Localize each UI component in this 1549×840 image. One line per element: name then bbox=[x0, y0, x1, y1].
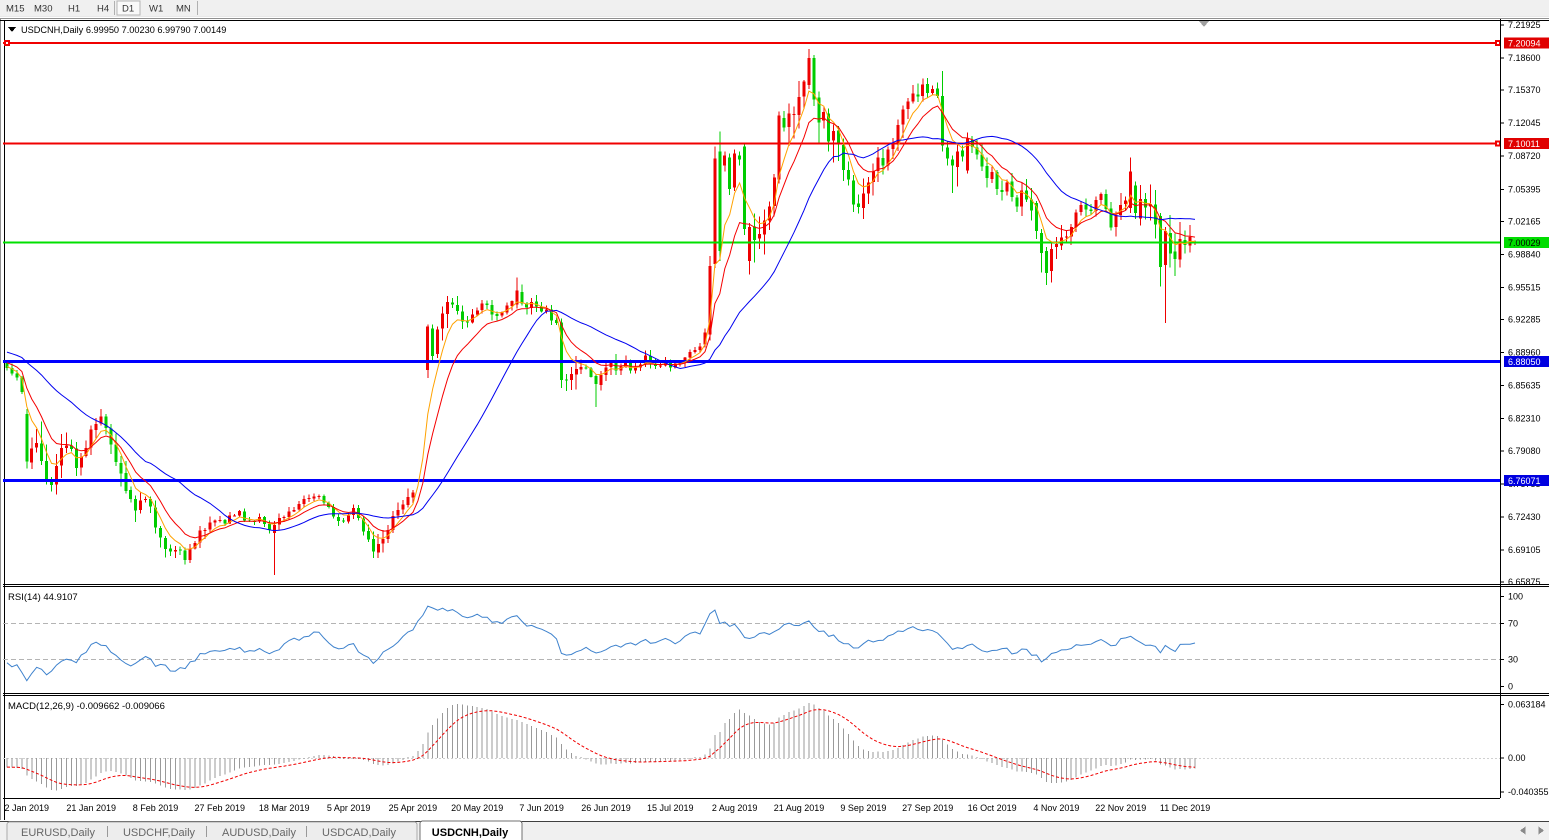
svg-text:0: 0 bbox=[1508, 682, 1513, 692]
svg-text:RSI(14) 44.9107: RSI(14) 44.9107 bbox=[8, 592, 78, 603]
svg-text:21 Jan 2019: 21 Jan 2019 bbox=[66, 803, 116, 813]
svg-text:USDCNH,Daily 6.99950 7.00230: USDCNH,Daily 6.99950 7.00230 6.99790 7.0… bbox=[21, 25, 226, 35]
svg-text:EURUSD,Daily: EURUSD,Daily bbox=[21, 827, 95, 839]
svg-text:M15: M15 bbox=[6, 4, 24, 15]
svg-text:2 Jan 2019: 2 Jan 2019 bbox=[5, 803, 50, 813]
svg-text:18 Mar 2019: 18 Mar 2019 bbox=[259, 803, 310, 813]
svg-text:22 Nov 2019: 22 Nov 2019 bbox=[1095, 803, 1146, 813]
svg-text:27 Sep 2019: 27 Sep 2019 bbox=[902, 803, 953, 813]
svg-text:6.65875: 6.65875 bbox=[1508, 577, 1541, 587]
svg-text:6.76071: 6.76071 bbox=[1508, 476, 1541, 486]
svg-text:70: 70 bbox=[1508, 619, 1518, 629]
svg-text:6.88960: 6.88960 bbox=[1508, 348, 1541, 358]
svg-text:5 Apr 2019: 5 Apr 2019 bbox=[327, 803, 371, 813]
svg-text:6.95515: 6.95515 bbox=[1508, 283, 1541, 293]
svg-text:M30: M30 bbox=[34, 4, 52, 15]
svg-text:6.92285: 6.92285 bbox=[1508, 315, 1541, 325]
svg-text:7.12045: 7.12045 bbox=[1508, 118, 1541, 128]
svg-text:7.02165: 7.02165 bbox=[1508, 216, 1541, 226]
svg-text:7.00029: 7.00029 bbox=[1508, 238, 1541, 248]
svg-text:6.85635: 6.85635 bbox=[1508, 381, 1541, 391]
svg-text:7.10011: 7.10011 bbox=[1508, 139, 1540, 149]
svg-text:0.00: 0.00 bbox=[1508, 753, 1526, 763]
svg-text:0.063184: 0.063184 bbox=[1508, 700, 1546, 710]
svg-text:-0.040355: -0.040355 bbox=[1508, 787, 1549, 797]
svg-text:11 Dec 2019: 11 Dec 2019 bbox=[1160, 803, 1210, 813]
svg-text:7 Jun 2019: 7 Jun 2019 bbox=[519, 803, 564, 813]
svg-text:30: 30 bbox=[1508, 655, 1518, 665]
svg-text:7.05395: 7.05395 bbox=[1508, 184, 1541, 194]
svg-text:21 Aug 2019: 21 Aug 2019 bbox=[774, 803, 825, 813]
svg-text:D1: D1 bbox=[122, 4, 134, 15]
svg-text:15 Jul 2019: 15 Jul 2019 bbox=[647, 803, 694, 813]
svg-text:MN: MN bbox=[176, 4, 191, 15]
svg-text:6.72430: 6.72430 bbox=[1508, 512, 1541, 522]
svg-text:MACD(12,26,9) -0.009662 -0.009: MACD(12,26,9) -0.009662 -0.009066 bbox=[8, 701, 165, 712]
svg-text:9 Sep 2019: 9 Sep 2019 bbox=[840, 803, 886, 813]
svg-text:W1: W1 bbox=[149, 4, 163, 15]
svg-text:6.79080: 6.79080 bbox=[1508, 446, 1541, 456]
svg-text:AUDUSD,Daily: AUDUSD,Daily bbox=[222, 827, 296, 839]
svg-text:100: 100 bbox=[1508, 592, 1523, 602]
svg-text:16 Oct 2019: 16 Oct 2019 bbox=[968, 803, 1017, 813]
svg-text:2 Aug 2019: 2 Aug 2019 bbox=[712, 803, 758, 813]
svg-text:USDCNH,Daily: USDCNH,Daily bbox=[432, 827, 509, 839]
svg-text:7.18600: 7.18600 bbox=[1508, 53, 1541, 63]
svg-text:USDCAD,Daily: USDCAD,Daily bbox=[322, 827, 396, 839]
svg-text:25 Apr 2019: 25 Apr 2019 bbox=[389, 803, 438, 813]
svg-text:H4: H4 bbox=[97, 4, 109, 15]
svg-text:26 Jun 2019: 26 Jun 2019 bbox=[581, 803, 631, 813]
svg-text:6.69105: 6.69105 bbox=[1508, 545, 1541, 555]
svg-text:7.21925: 7.21925 bbox=[1508, 20, 1541, 30]
svg-text:USDCHF,Daily: USDCHF,Daily bbox=[123, 827, 196, 839]
svg-text:6.88050: 6.88050 bbox=[1508, 357, 1541, 367]
svg-text:20 May 2019: 20 May 2019 bbox=[451, 803, 503, 813]
svg-text:H1: H1 bbox=[68, 4, 80, 15]
svg-text:7.08720: 7.08720 bbox=[1508, 151, 1541, 161]
svg-text:4 Nov 2019: 4 Nov 2019 bbox=[1033, 803, 1079, 813]
svg-text:27 Feb 2019: 27 Feb 2019 bbox=[195, 803, 246, 813]
svg-text:6.82310: 6.82310 bbox=[1508, 414, 1541, 424]
svg-text:7.15370: 7.15370 bbox=[1508, 85, 1541, 95]
svg-text:7.20094: 7.20094 bbox=[1508, 39, 1541, 49]
svg-text:8 Feb 2019: 8 Feb 2019 bbox=[133, 803, 179, 813]
svg-text:6.98840: 6.98840 bbox=[1508, 249, 1541, 259]
